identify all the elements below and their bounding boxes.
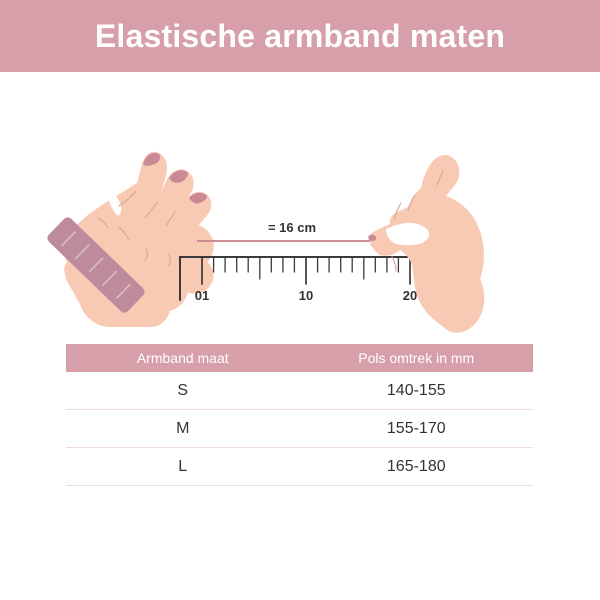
svg-text:10: 10: [299, 288, 313, 303]
svg-text:20: 20: [403, 288, 417, 303]
svg-text:01: 01: [195, 288, 209, 303]
svg-text:= 16 cm: = 16 cm: [268, 220, 316, 235]
